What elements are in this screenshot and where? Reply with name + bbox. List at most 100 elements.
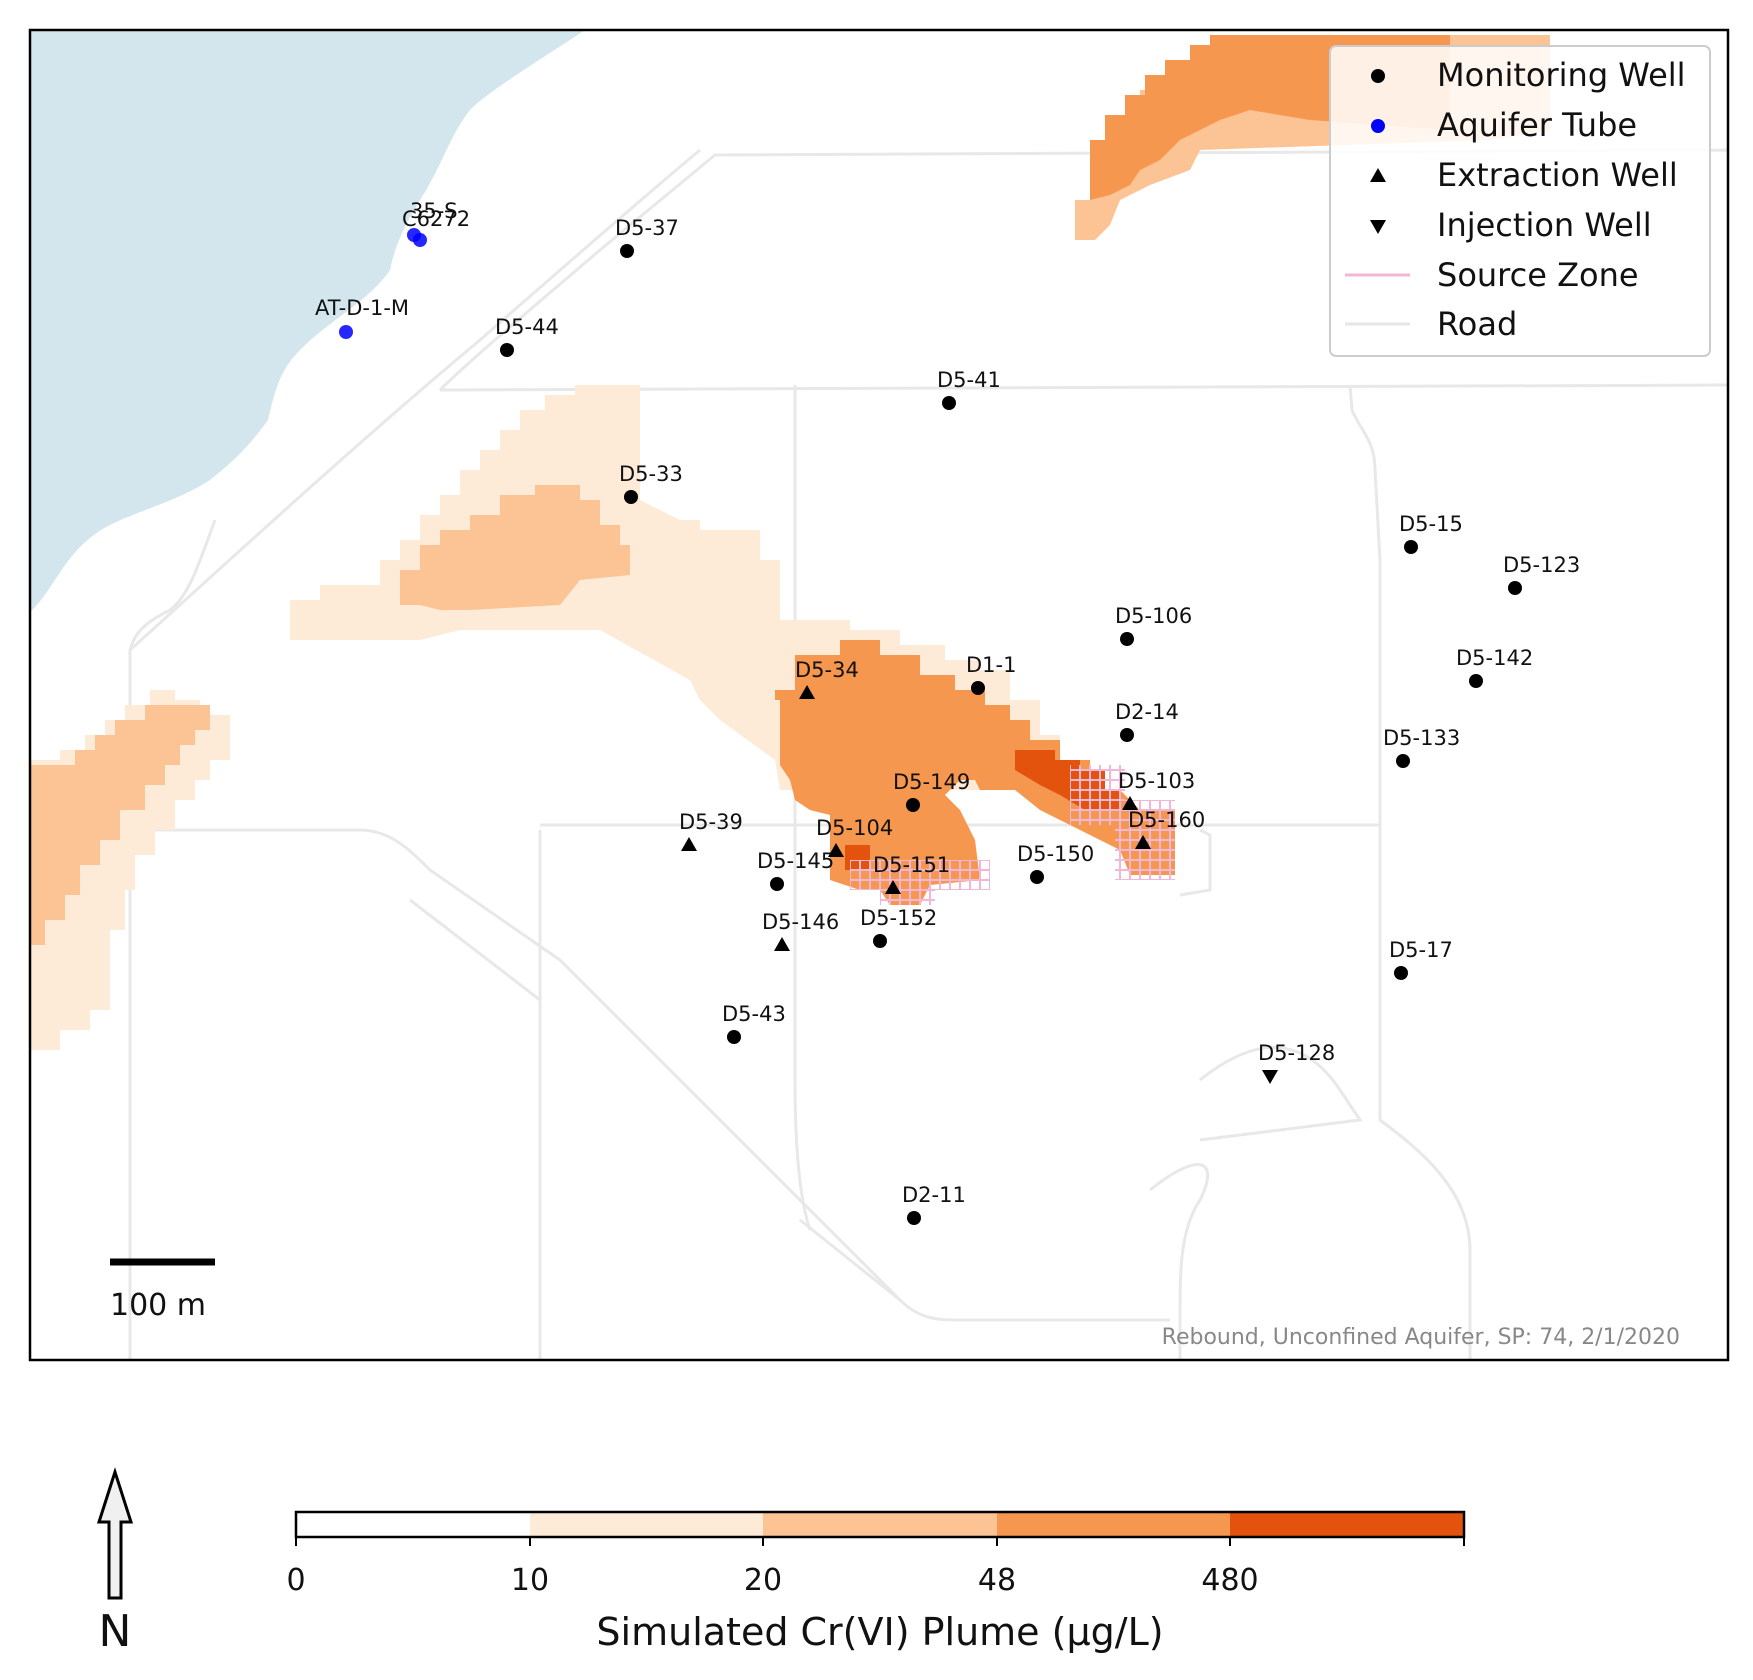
well-label: D5-145 <box>757 849 834 873</box>
legend-item-aquifer-tube: Aquifer Tube <box>1371 106 1637 144</box>
well-label: D5-151 <box>873 853 950 877</box>
legend-item-source-zone: Source Zone <box>1345 256 1639 294</box>
map-frame <box>28 28 1730 1362</box>
aquifer-tube-symbol <box>1371 119 1385 133</box>
north-label: N <box>99 1606 132 1657</box>
well-label: D5-41 <box>937 368 1001 392</box>
well-label: D1-1 <box>966 653 1016 677</box>
colorbar-tick-label: 10 <box>511 1563 549 1598</box>
aquifer-tube-label: C6272 <box>402 207 470 231</box>
aquifer-tube-marker[interactable] <box>339 325 353 339</box>
wells-layer: D5-37 D5-44 D5-41 D5-33 D5-15 D5-123 D5-106 D1-… <box>495 216 1580 1225</box>
source-zone-cell <box>880 885 935 905</box>
aquifer-tube-label: 35-S <box>410 199 458 223</box>
legend-item-road: Road <box>1345 305 1517 343</box>
monitoring-well-marker[interactable] <box>1120 728 1134 742</box>
legend-label: Road <box>1437 305 1517 343</box>
monitoring-well-marker[interactable] <box>1396 754 1410 768</box>
colorbar-tick-label: 48 <box>978 1563 1016 1598</box>
well-label: D5-43 <box>722 1002 786 1026</box>
plume-zone-main-48-480 <box>775 640 1175 905</box>
monitoring-well-marker[interactable] <box>624 490 638 504</box>
colorbar-segment <box>1230 1512 1464 1537</box>
legend-label: Extraction Well <box>1437 156 1678 194</box>
colorbar-tick-label: 20 <box>744 1563 782 1598</box>
extraction-well-marker[interactable] <box>885 880 901 894</box>
colorbar-segment <box>296 1512 530 1537</box>
legend-label: Injection Well <box>1437 206 1652 244</box>
well-label: D5-152 <box>860 906 937 930</box>
plume-zone-20-48 <box>400 485 630 610</box>
monitoring-well-marker[interactable] <box>500 343 514 357</box>
well-label: D2-11 <box>902 1183 966 1207</box>
injection-well-marker[interactable] <box>1262 1070 1278 1084</box>
well-label: D5-104 <box>816 816 893 840</box>
legend: Monitoring Well Aquifer Tube Extraction … <box>1329 45 1711 357</box>
monitoring-well-marker[interactable] <box>770 877 784 891</box>
well-label: D5-123 <box>1503 553 1580 577</box>
well-label: D5-128 <box>1258 1041 1335 1065</box>
scale-bar-label: 100 m <box>110 1288 206 1323</box>
monitoring-well-symbol <box>1371 69 1385 83</box>
extraction-well-marker[interactable] <box>1122 796 1138 810</box>
monitoring-well-marker[interactable] <box>620 244 634 258</box>
monitoring-well-marker[interactable] <box>942 396 956 410</box>
well-label: D5-149 <box>893 770 970 794</box>
legend-item-monitoring-well: Monitoring Well <box>1371 56 1686 94</box>
well-label: D5-106 <box>1115 604 1192 628</box>
extraction-well-marker[interactable] <box>681 837 697 851</box>
legend-box <box>1329 45 1711 357</box>
legend-label: Source Zone <box>1437 256 1639 294</box>
north-arrow-icon <box>96 1467 134 1600</box>
well-label: D5-34 <box>795 658 859 682</box>
monitoring-well-marker[interactable] <box>1120 632 1134 646</box>
monitoring-well-marker[interactable] <box>727 1030 741 1044</box>
extraction-well-marker[interactable] <box>828 843 844 857</box>
monitoring-well-marker[interactable] <box>873 934 887 948</box>
well-label: D5-133 <box>1383 726 1460 750</box>
extraction-well-marker[interactable] <box>1135 835 1151 849</box>
colorbar-frame <box>294 1510 1466 1539</box>
colorbar-ticks <box>295 1537 1465 1546</box>
well-label: D2-14 <box>1115 700 1179 724</box>
monitoring-well-marker[interactable] <box>1508 581 1522 595</box>
well-label: D5-37 <box>615 216 679 240</box>
aquifer-tube-label: AT-D-1-M <box>315 296 409 320</box>
colorbar-tick-label: 0 <box>286 1563 305 1598</box>
well-label: D5-103 <box>1118 769 1195 793</box>
extraction-well-symbol <box>1370 168 1386 182</box>
aquifer-tubes: 35-S C6272 AT-D-1-M <box>315 199 470 339</box>
colorbar-tick-label: 480 <box>1201 1563 1258 1598</box>
well-label: D5-17 <box>1389 938 1453 962</box>
well-label: D5-15 <box>1399 512 1463 536</box>
monitoring-well-marker[interactable] <box>1030 870 1044 884</box>
source-zone <box>850 765 1175 905</box>
north-arrow: N <box>96 1467 134 1657</box>
colorbar: 0 10 20 48 480 Simulated Cr(VI) Plume (µ… <box>286 1510 1466 1654</box>
monitoring-well-marker[interactable] <box>1404 540 1418 554</box>
well-label: D5-142 <box>1456 646 1533 670</box>
river-water <box>30 30 585 612</box>
monitoring-well-marker[interactable] <box>1469 674 1483 688</box>
plume-zone-west-20-48 <box>30 705 210 945</box>
monitoring-well-marker[interactable] <box>1394 966 1408 980</box>
monitoring-well-marker[interactable] <box>906 798 920 812</box>
monitoring-well-marker[interactable] <box>907 1211 921 1225</box>
colorbar-segment <box>530 1512 763 1537</box>
colorbar-segment <box>997 1512 1230 1537</box>
colorbar-segment <box>763 1512 997 1537</box>
extraction-well-marker[interactable] <box>799 685 815 699</box>
well-label: D5-146 <box>762 910 839 934</box>
injection-well-symbol <box>1370 220 1386 234</box>
colorbar-title: Simulated Cr(VI) Plume (µg/L) <box>596 1610 1163 1654</box>
well-label: D5-160 <box>1128 808 1205 832</box>
map-caption: Rebound, Unconfined Aquifer, SP: 74, 2/1… <box>1162 1325 1680 1350</box>
well-label: D5-44 <box>495 315 559 339</box>
legend-item-extraction-well: Extraction Well <box>1370 156 1678 194</box>
aquifer-tube-marker[interactable] <box>413 233 427 247</box>
monitoring-well-marker[interactable] <box>971 681 985 695</box>
legend-label: Aquifer Tube <box>1437 106 1637 144</box>
extraction-well-marker[interactable] <box>774 937 790 951</box>
legend-item-injection-well: Injection Well <box>1370 206 1652 244</box>
